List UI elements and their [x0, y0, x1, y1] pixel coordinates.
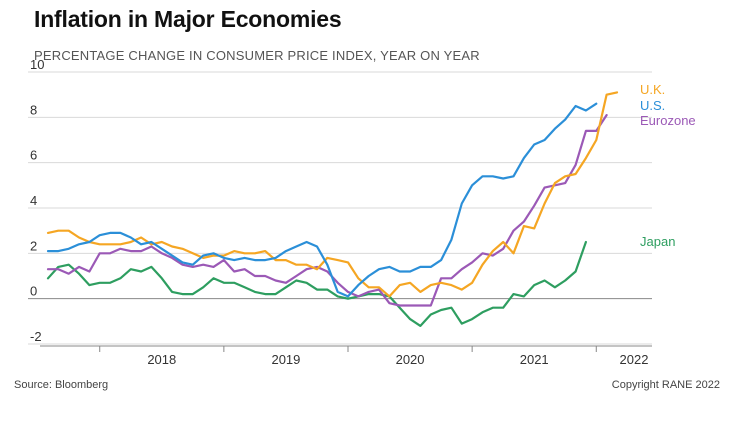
series-line-us [46, 102, 598, 298]
x-tick-label: 2022 [620, 352, 649, 367]
x-tick-label: 2018 [147, 352, 176, 367]
y-tick-label: 4 [30, 193, 37, 208]
x-axis: 2018 2019 2020 2021 2022 [40, 345, 652, 367]
y-tick-label: 6 [30, 148, 37, 163]
y-tick-label: 10 [30, 57, 44, 72]
y-tick-label: 8 [30, 102, 37, 117]
x-tick-label: 2019 [271, 352, 300, 367]
series-labels: U.K.U.S.Eurozone Japan [640, 82, 696, 249]
copyright-note: Copyright RANE 2022 [611, 379, 720, 391]
x-tick-label: 2020 [396, 352, 425, 367]
y-tick-label: 2 [30, 238, 37, 253]
grid-lines [28, 71, 652, 345]
series-line-japan [46, 240, 587, 327]
y-tick-label: -2 [30, 329, 42, 344]
line-chart: -2 0 2 4 6 8 10 2018 2019 2020 2021 2022 U.K.U.S.E… [28, 57, 696, 367]
series-line-uk [46, 91, 619, 298]
chart-subtitle: PERCENTAGE CHANGE IN CONSUMER PRICE INDE… [34, 48, 480, 63]
x-tick-label: 2021 [520, 352, 549, 367]
source-note: Source: Bloomberg [14, 379, 109, 391]
y-tick-label: 0 [30, 284, 37, 299]
series-label-us: U.S. [640, 98, 665, 113]
series-label-japan: Japan [640, 234, 675, 249]
series-label-eurozone: Eurozone [640, 113, 696, 128]
y-axis-tick-labels: -2 0 2 4 6 8 10 [30, 57, 44, 344]
series-label-uk: U.K. [640, 82, 665, 97]
series-lines [46, 91, 619, 327]
chart-title: Inflation in Major Economies [34, 6, 342, 32]
series-line-eurozone [46, 114, 608, 307]
